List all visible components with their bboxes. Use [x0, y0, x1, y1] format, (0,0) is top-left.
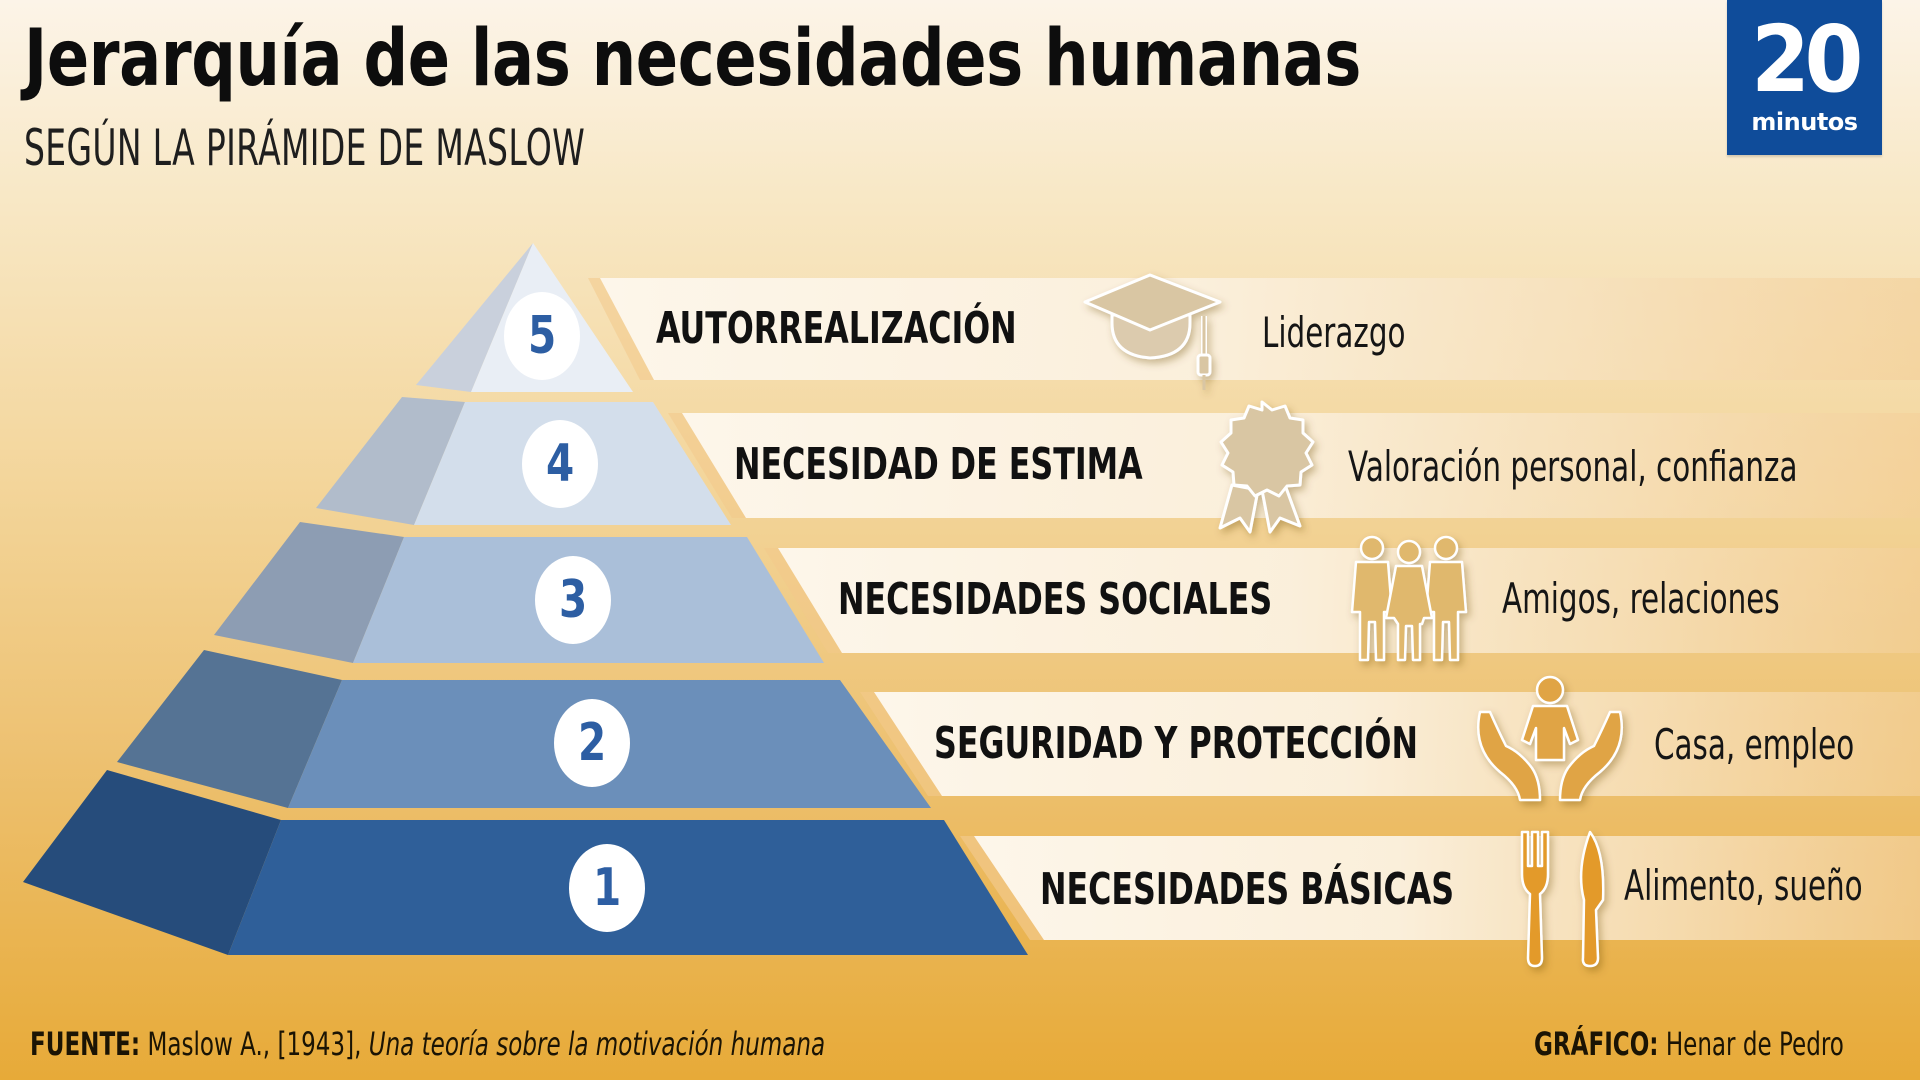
source-credit: FUENTE: Maslow A., [1943], Una teoría so… [30, 1024, 825, 1064]
pyramid-level-3 [214, 522, 824, 663]
fork-knife-icon [1520, 830, 1605, 968]
credit-text: Henar de Pedro [1665, 1025, 1844, 1063]
level-3-number-badge: 3 [535, 556, 611, 644]
source-label: FUENTE: [30, 1025, 141, 1063]
20minutos-logo: 20 minutos [1727, 0, 1882, 155]
label-bands [588, 278, 1920, 940]
protecting-hands-icon [1476, 675, 1624, 802]
level-2-number-badge: 2 [554, 699, 630, 787]
level-4-example: Valoración personal, confianza [1348, 442, 1798, 491]
level-5-label: AUTORREALIZACIÓN [656, 303, 1017, 354]
level-5-example: Liderazgo [1262, 308, 1406, 357]
level-4-label: NECESIDAD DE ESTIMA [734, 439, 1143, 490]
level-1-example: Alimento, sueño [1624, 861, 1863, 910]
level-5-number-badge: 5 [504, 292, 580, 380]
level-3-label: NECESIDADES SOCIALES [838, 574, 1273, 625]
pyramid-level-2 [117, 650, 931, 808]
level-3-example: Amigos, relaciones [1502, 574, 1780, 623]
level-4-number-badge: 4 [522, 420, 598, 508]
level-2-label: SEGURIDAD Y PROTECCIÓN [934, 718, 1419, 769]
source-title: Una teoría sobre la motivación humana [368, 1025, 826, 1063]
people-group-icon [1350, 535, 1468, 662]
level-1-label: NECESIDADES BÁSICAS [1040, 864, 1455, 915]
level-2-example: Casa, empleo [1654, 720, 1855, 769]
award-rosette-icon [1218, 400, 1315, 534]
logo-word: minutos [1751, 108, 1858, 136]
graduation-cap-icon [1083, 273, 1222, 390]
credit-label: GRÁFICO: [1534, 1025, 1659, 1063]
graphic-credit: GRÁFICO: Henar de Pedro [1534, 1024, 1844, 1064]
source-text: Maslow A., [1943], [147, 1025, 362, 1063]
page-subtitle: SEGÚN LA PIRÁMIDE DE MASLOW [24, 119, 586, 177]
level-1-number-badge: 1 [569, 844, 645, 932]
logo-number: 20 [1751, 6, 1863, 113]
page-title: Jerarquía de las necesidades humanas [24, 14, 1362, 104]
